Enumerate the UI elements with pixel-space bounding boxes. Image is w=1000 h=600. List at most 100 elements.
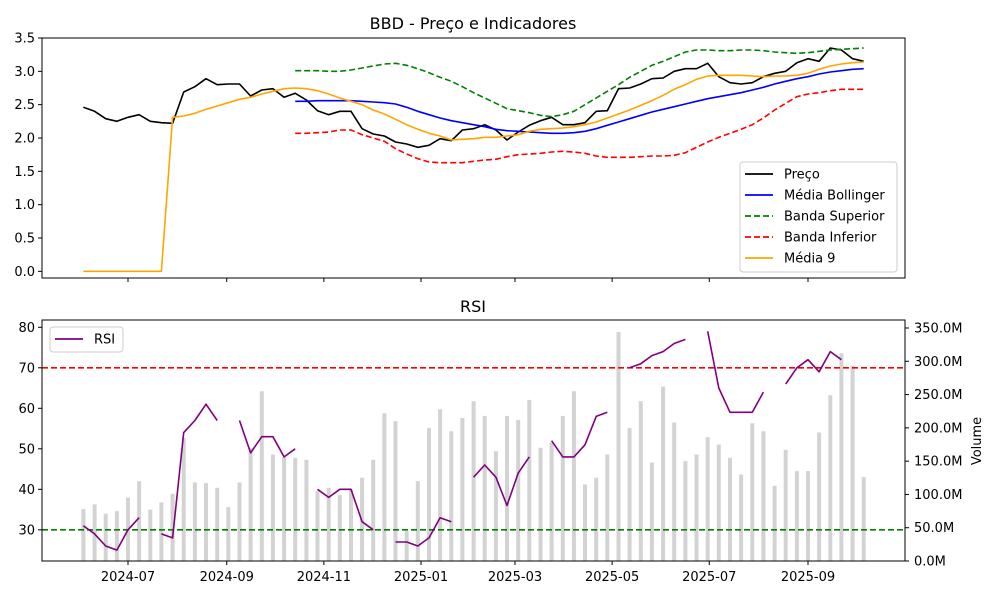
y-tick-label: 80 bbox=[18, 321, 35, 336]
rsi-legend: RSI bbox=[49, 326, 124, 353]
volume-bar bbox=[516, 419, 521, 561]
volume-bar bbox=[661, 386, 666, 561]
legend-label: Média Bollinger bbox=[784, 189, 885, 204]
volume-bar bbox=[460, 417, 465, 561]
x-tick-label: 2025-05 bbox=[585, 570, 639, 585]
series-line-rsi bbox=[395, 516, 452, 547]
y-tick-label: 3.5 bbox=[14, 32, 35, 47]
x-tick-label: 2025-07 bbox=[682, 570, 736, 585]
volume-bar bbox=[148, 509, 153, 561]
volume-bar bbox=[215, 487, 220, 561]
volume-bar bbox=[204, 483, 208, 561]
x-tick-label: 2025-03 bbox=[488, 570, 542, 585]
y-tick-label: 0.5 bbox=[14, 232, 35, 247]
legend-label: Banda Superior bbox=[784, 210, 885, 225]
volume-bar bbox=[192, 482, 197, 561]
volume-bar bbox=[794, 471, 799, 561]
volume-tick-label: 300.0M bbox=[914, 355, 962, 370]
price-axes-frame bbox=[41, 37, 906, 279]
y-tick-label: 0.0 bbox=[14, 265, 35, 280]
volume-bar bbox=[739, 474, 744, 561]
volume-bar bbox=[114, 511, 119, 561]
volume-bar bbox=[326, 487, 331, 561]
series-line-rsi bbox=[238, 420, 296, 458]
volume-bar bbox=[571, 391, 576, 561]
volume-bar bbox=[761, 431, 766, 561]
volume-bar bbox=[616, 332, 621, 561]
series-line-banda-superior bbox=[295, 47, 864, 118]
volume-bar bbox=[293, 457, 298, 561]
volume-bar bbox=[449, 431, 454, 561]
volume-tick-label: 250.0M bbox=[914, 388, 962, 403]
volume-bar bbox=[482, 415, 487, 561]
volume-bar bbox=[527, 399, 532, 561]
price-panel: BBD - Preço e Indicadores 0.0 0.5 1.0 1.5 2.… bbox=[14, 14, 906, 282]
volume-bar bbox=[694, 454, 699, 561]
volume-bar bbox=[728, 457, 732, 561]
volume-bar bbox=[683, 461, 688, 561]
volume-bar bbox=[371, 459, 376, 561]
volume-bar bbox=[237, 482, 242, 561]
series-line-rsi bbox=[473, 456, 530, 507]
volume-bar bbox=[705, 437, 710, 561]
series-line-banda-inferior bbox=[295, 88, 864, 164]
series-line-rsi bbox=[317, 488, 374, 531]
volume-bar bbox=[817, 432, 822, 561]
price-x-ticks bbox=[127, 278, 809, 282]
legend-label: Preço bbox=[784, 168, 820, 183]
volume-bar bbox=[248, 447, 253, 561]
volume-bar bbox=[638, 401, 643, 561]
series-line-rsi bbox=[82, 517, 140, 551]
volume-bar bbox=[92, 504, 97, 561]
legend-label: RSI bbox=[94, 333, 115, 348]
volume-bar bbox=[404, 531, 409, 561]
volume-bar bbox=[583, 484, 587, 561]
price-legend: Preço Média Bollinger Banda Superior Banda … bbox=[739, 161, 898, 273]
volume-bar bbox=[259, 391, 264, 561]
volume-bar bbox=[471, 401, 476, 561]
volume-bar bbox=[806, 471, 810, 561]
series-line-rsi bbox=[706, 331, 765, 414]
rsi-axes-frame bbox=[41, 319, 906, 562]
price-y-axis: 0.0 0.5 1.0 1.5 2.0 2.5 3.0 3.5 bbox=[14, 32, 42, 280]
series-line-rsi bbox=[161, 403, 218, 539]
legend-box bbox=[739, 161, 898, 273]
volume-bar bbox=[382, 413, 387, 561]
volume-bar bbox=[538, 447, 543, 561]
volume-bar bbox=[159, 502, 164, 561]
volume-bar bbox=[772, 485, 777, 561]
volume-bar bbox=[415, 481, 420, 561]
volume-tick-label: 150.0M bbox=[914, 455, 962, 470]
x-tick-label: 2025-01 bbox=[394, 570, 448, 585]
y-tick-label: 2.5 bbox=[14, 98, 35, 113]
legend-label: Média 9 bbox=[784, 252, 835, 267]
y-tick-label: 70 bbox=[18, 361, 35, 376]
volume-bar bbox=[226, 507, 231, 561]
volume-bar bbox=[627, 427, 632, 561]
volume-bar bbox=[270, 454, 275, 561]
series-line-pre-o bbox=[83, 47, 864, 149]
volume-bar bbox=[750, 423, 755, 561]
volume-bar bbox=[861, 477, 866, 561]
volume-tick-label: 100.0M bbox=[914, 488, 962, 503]
rsi-series-group bbox=[82, 331, 842, 551]
series-line-rsi bbox=[785, 350, 842, 385]
volume-bar bbox=[181, 437, 186, 561]
price-chart-title: BBD - Preço e Indicadores bbox=[370, 14, 577, 33]
volume-bar bbox=[493, 451, 498, 561]
volume-bar bbox=[783, 449, 788, 561]
volume-bar bbox=[304, 459, 309, 561]
y-tick-label: 1.0 bbox=[14, 198, 35, 213]
rsi-y-axis: 30 40 50 60 70 80 bbox=[18, 321, 42, 538]
rsi-panel: RSI 30 40 50 60 70 80 0.0M 50.0M 100.0M 150.0M 20… bbox=[18, 297, 985, 585]
volume-bar bbox=[315, 491, 320, 561]
volume-bar bbox=[337, 495, 342, 561]
y-tick-label: 1.5 bbox=[14, 165, 35, 180]
volume-y-axis: 0.0M 50.0M 100.0M 150.0M 200.0M 250.0M 300.0M 3… bbox=[905, 322, 962, 570]
volume-bar bbox=[850, 365, 855, 561]
volume-bar bbox=[505, 415, 509, 561]
volume-bar bbox=[839, 353, 844, 561]
volume-bar bbox=[137, 481, 142, 561]
volume-bar bbox=[438, 409, 443, 561]
volume-tick-label: 200.0M bbox=[914, 421, 962, 436]
